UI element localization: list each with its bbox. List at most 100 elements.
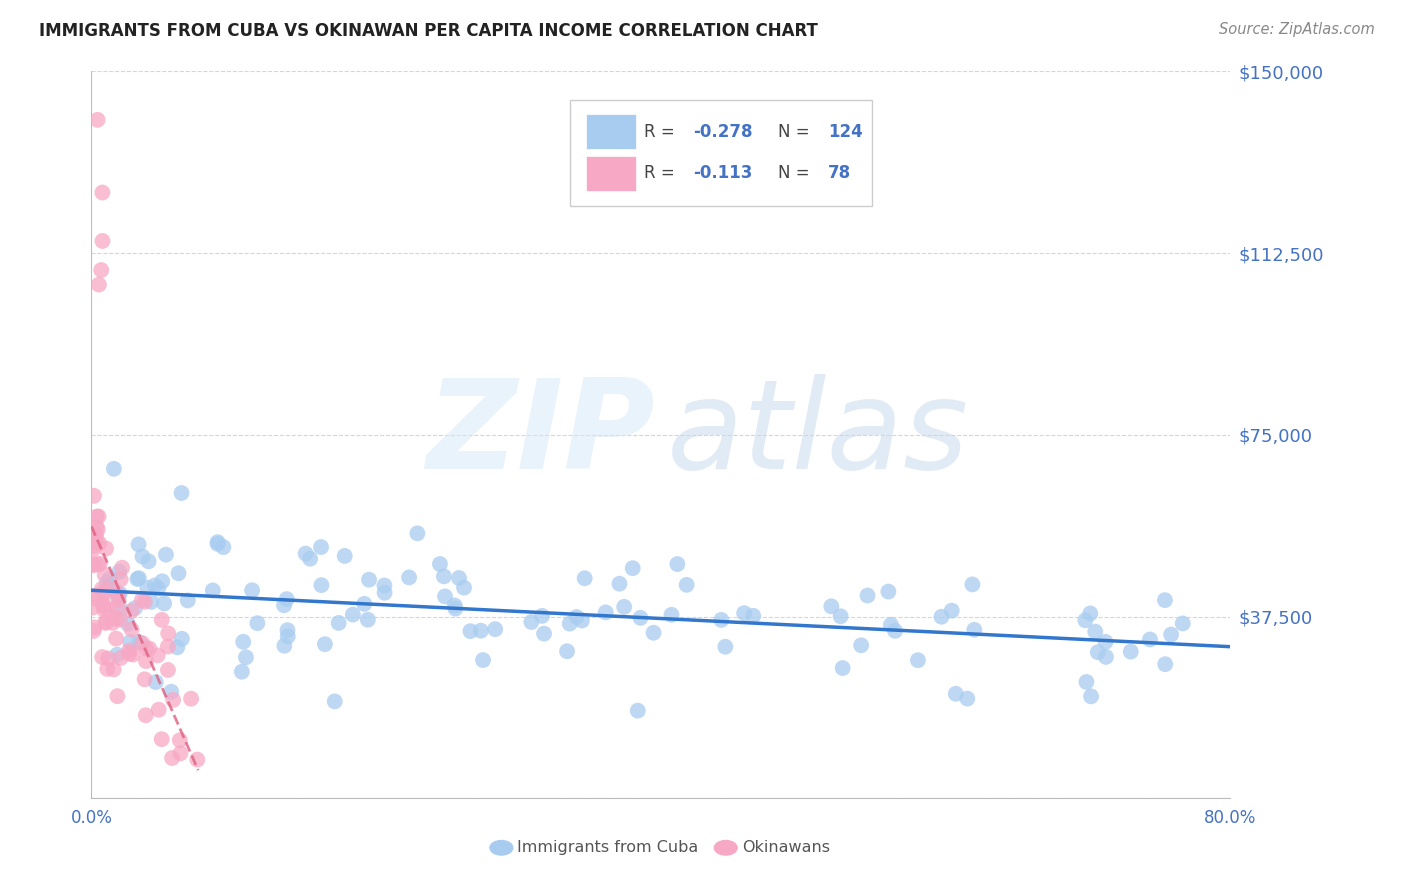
Point — [170, 486, 193, 500]
Point — [86, 509, 108, 524]
Point — [630, 611, 652, 625]
Point — [661, 607, 683, 622]
Point — [1094, 635, 1116, 649]
Point — [323, 694, 346, 708]
Point — [160, 684, 183, 698]
Point — [105, 648, 128, 662]
Point — [131, 593, 153, 607]
Point — [94, 615, 117, 630]
Point — [108, 586, 131, 600]
Point — [666, 557, 689, 571]
Point — [167, 566, 190, 581]
Point — [94, 541, 117, 556]
Point — [162, 693, 184, 707]
Point — [89, 557, 111, 571]
Point — [309, 540, 332, 554]
Point — [83, 624, 105, 638]
Point — [141, 595, 163, 609]
Point — [531, 608, 554, 623]
Point — [150, 613, 173, 627]
Point — [135, 708, 157, 723]
Point — [107, 587, 129, 601]
Point — [157, 626, 180, 640]
Point — [138, 554, 160, 568]
Point — [1087, 645, 1109, 659]
FancyBboxPatch shape — [569, 101, 872, 206]
Point — [246, 616, 269, 631]
Circle shape — [489, 840, 513, 855]
Point — [110, 651, 132, 665]
Point — [555, 644, 578, 658]
Point — [1076, 675, 1098, 690]
Point — [1078, 607, 1101, 621]
Point — [169, 733, 191, 747]
Point — [91, 597, 114, 611]
Point — [907, 653, 929, 667]
Point — [83, 589, 105, 603]
Point — [277, 629, 299, 643]
Point — [87, 277, 110, 292]
Point — [177, 593, 200, 607]
Point — [121, 623, 143, 637]
Point — [962, 577, 984, 591]
Point — [374, 585, 396, 599]
Point — [98, 582, 121, 596]
Point — [956, 691, 979, 706]
Point — [86, 520, 108, 534]
Point — [201, 583, 224, 598]
Point — [91, 186, 114, 200]
Point — [186, 753, 208, 767]
Point — [484, 622, 506, 636]
Point — [82, 558, 104, 573]
Point — [101, 615, 124, 630]
Point — [86, 112, 108, 127]
Point — [160, 751, 183, 765]
Point — [128, 635, 150, 649]
Point — [83, 539, 105, 553]
Point — [91, 234, 114, 248]
Point — [94, 615, 117, 629]
Point — [884, 624, 907, 638]
Point — [97, 651, 120, 665]
Point — [276, 623, 298, 637]
Point — [135, 641, 157, 656]
Point — [444, 601, 467, 615]
Point — [373, 578, 395, 592]
Point — [82, 542, 104, 557]
Point — [353, 597, 375, 611]
Point — [84, 591, 107, 606]
Point — [90, 582, 112, 596]
Point — [470, 624, 492, 638]
Point — [150, 732, 173, 747]
Point — [1095, 649, 1118, 664]
Point — [733, 606, 755, 620]
Point — [118, 643, 141, 657]
Point — [105, 632, 128, 646]
Point — [148, 703, 170, 717]
Point — [87, 509, 110, 524]
Point — [110, 602, 132, 616]
Point — [134, 673, 156, 687]
Point — [714, 640, 737, 654]
Text: N =: N = — [778, 164, 820, 182]
Point — [166, 640, 188, 655]
Point — [93, 567, 115, 582]
Point — [433, 590, 456, 604]
Point — [124, 601, 146, 615]
FancyBboxPatch shape — [586, 114, 636, 149]
Point — [108, 565, 131, 579]
Point — [150, 574, 173, 589]
Point — [131, 636, 153, 650]
Point — [849, 638, 872, 652]
Point — [145, 675, 167, 690]
Point — [1119, 645, 1142, 659]
Text: -0.113: -0.113 — [693, 164, 752, 182]
Text: 124: 124 — [828, 123, 863, 141]
Point — [135, 654, 157, 668]
Point — [169, 747, 191, 761]
Point — [273, 639, 295, 653]
Point — [156, 663, 179, 677]
Point — [128, 537, 150, 551]
Text: N =: N = — [778, 123, 815, 141]
Point — [533, 626, 555, 640]
